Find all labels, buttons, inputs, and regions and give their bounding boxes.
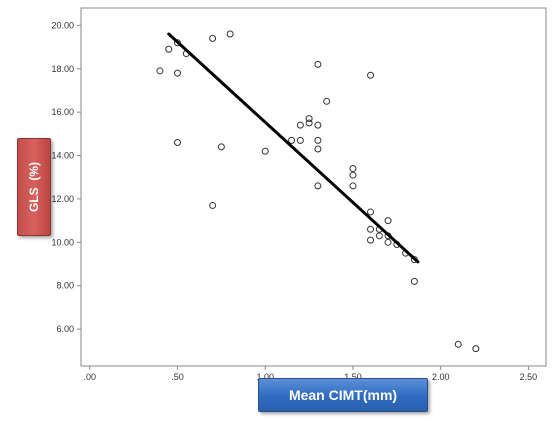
y-axis-label: GLS (%)	[27, 162, 41, 212]
data-point	[209, 34, 217, 42]
x-tick-label: 1.00	[256, 372, 274, 382]
x-tick-label: 2.00	[432, 372, 450, 382]
data-point	[367, 225, 375, 233]
data-point	[209, 201, 217, 209]
data-point	[314, 145, 322, 153]
data-point	[165, 45, 173, 53]
data-point	[174, 69, 182, 77]
y-axis-ticks: 6.00 8.00 10.00 12.00 14.00 16.00 18.00 20.00	[51, 20, 81, 334]
data-point	[410, 277, 418, 285]
x-tick-label: .50	[171, 372, 184, 382]
plot-frame	[80, 7, 547, 367]
y-tick-label: 20.00	[51, 20, 74, 30]
y-tick-label: 16.00	[51, 107, 74, 117]
y-tick-label: 18.00	[51, 64, 74, 74]
data-point	[296, 121, 304, 129]
y-axis-label-box: GLS (%)	[17, 138, 51, 236]
y-tick-label: 14.00	[51, 151, 74, 161]
fit-line	[167, 32, 420, 264]
data-point	[288, 136, 296, 144]
x-tick-label: 1.50	[344, 372, 362, 382]
data-point	[174, 39, 182, 47]
data-point	[156, 67, 164, 75]
data-points	[156, 30, 480, 353]
y-tick-label: 12.00	[51, 194, 74, 204]
y-tick-label: 10.00	[51, 237, 74, 247]
x-tick-label: 2.50	[520, 372, 538, 382]
data-point	[349, 171, 357, 179]
data-point	[472, 345, 480, 353]
data-point	[384, 217, 392, 225]
data-point	[367, 236, 375, 244]
data-point	[296, 136, 304, 144]
data-point	[174, 139, 182, 147]
data-point	[217, 143, 225, 151]
data-point	[314, 60, 322, 68]
x-axis-label: Mean CIMT(mm)	[288, 387, 398, 403]
data-point	[375, 232, 383, 240]
data-point	[323, 97, 331, 105]
data-point	[349, 182, 357, 190]
data-point	[367, 71, 375, 79]
data-point	[314, 182, 322, 190]
data-point	[314, 136, 322, 144]
y-tick-label: 6.00	[56, 324, 74, 334]
data-point	[384, 238, 392, 246]
data-point	[226, 30, 234, 38]
x-axis-label-box: Mean CIMT(mm)	[258, 378, 428, 412]
data-point	[367, 208, 375, 216]
data-point	[305, 119, 313, 127]
data-point	[314, 121, 322, 129]
data-point	[305, 115, 313, 123]
x-tick-label: .00	[84, 372, 97, 382]
data-point	[261, 147, 269, 155]
data-point	[454, 340, 462, 348]
data-point	[349, 165, 357, 173]
y-tick-label: 8.00	[56, 281, 74, 291]
x-axis-ticks: .00 .50 1.00 1.50 2.00 2.50	[84, 366, 538, 382]
